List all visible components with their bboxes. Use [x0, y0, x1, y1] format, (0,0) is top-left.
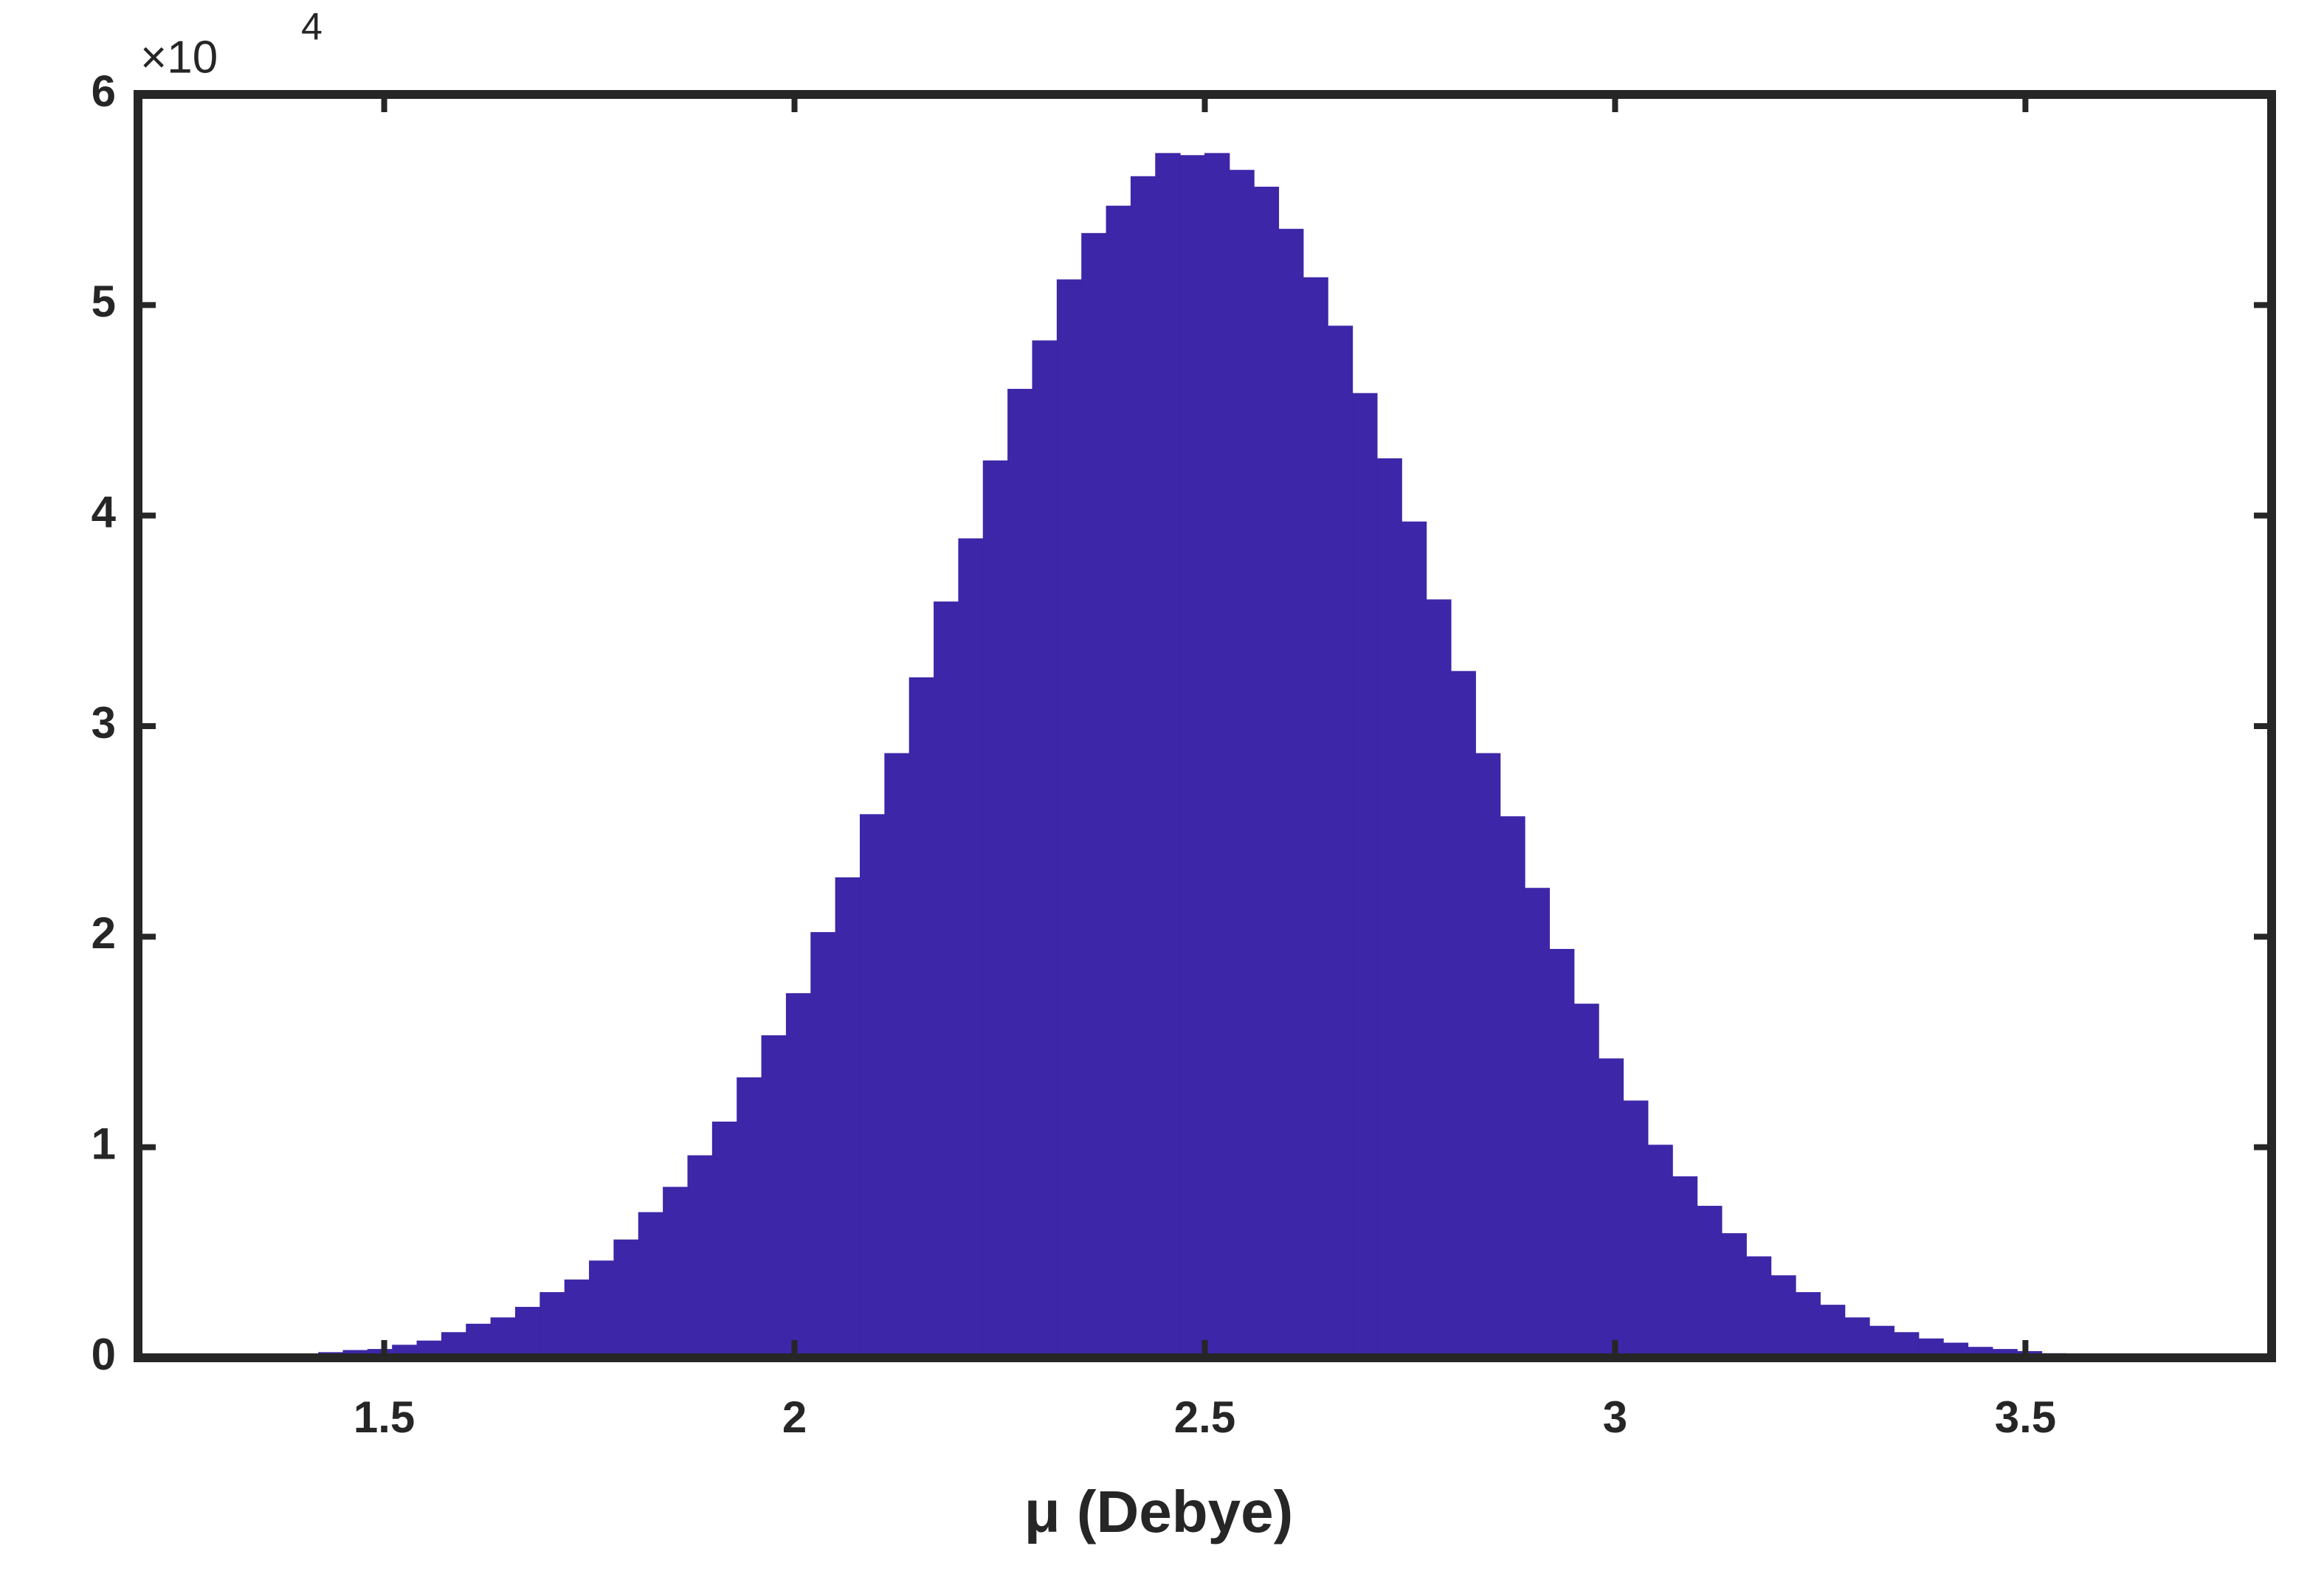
bar — [539, 1292, 565, 1359]
bar — [835, 877, 861, 1359]
bar — [1672, 1176, 1698, 1359]
y-tick-label: 3 — [92, 698, 116, 748]
bar — [1179, 155, 1206, 1359]
bar — [1327, 325, 1354, 1359]
bar — [1721, 1233, 1747, 1359]
bar — [1401, 521, 1427, 1359]
y-offset-base: ×10 — [140, 32, 218, 83]
bar — [466, 1323, 492, 1359]
bar — [1598, 1058, 1624, 1359]
bar — [1697, 1206, 1723, 1359]
y-tick-label: 0 — [92, 1330, 116, 1379]
bar — [711, 1121, 738, 1359]
y-tick-label: 2 — [92, 908, 116, 958]
bar — [1475, 753, 1501, 1359]
bar — [1869, 1325, 1895, 1359]
bar — [1573, 1004, 1599, 1359]
bar — [1007, 388, 1033, 1359]
bar — [1155, 153, 1181, 1359]
bar — [1426, 599, 1452, 1359]
bar — [663, 1187, 689, 1359]
bar — [490, 1317, 516, 1359]
bar — [1376, 458, 1402, 1359]
bar — [1352, 393, 1378, 1359]
bar — [1524, 888, 1551, 1359]
bar — [589, 1260, 615, 1359]
bar — [514, 1307, 541, 1359]
y-tick-label: 1 — [92, 1119, 116, 1169]
bar — [958, 538, 984, 1359]
bar — [1229, 170, 1255, 1359]
bar — [1819, 1305, 1846, 1359]
bar — [737, 1077, 762, 1359]
bar — [564, 1279, 590, 1359]
bar — [613, 1239, 639, 1359]
bar — [1032, 340, 1058, 1359]
bar — [638, 1212, 664, 1359]
bar — [1795, 1292, 1821, 1359]
bar — [1450, 671, 1476, 1359]
plot-frame — [134, 90, 2276, 1362]
x-tick-label: 3.5 — [1995, 1392, 2056, 1442]
bar — [1056, 279, 1083, 1359]
y-tick-label: 6 — [92, 66, 116, 116]
bar — [1204, 153, 1230, 1359]
bar — [1844, 1317, 1870, 1359]
bar — [687, 1155, 713, 1359]
bar — [1303, 277, 1328, 1359]
x-tick-label: 3 — [1603, 1392, 1627, 1442]
bar — [982, 460, 1009, 1359]
bar — [1081, 232, 1107, 1359]
bar — [884, 753, 910, 1359]
bar — [761, 1035, 787, 1359]
bar — [1623, 1100, 1649, 1359]
bar — [1106, 205, 1131, 1359]
x-tick-label: 2 — [782, 1392, 807, 1442]
bar — [1278, 229, 1304, 1359]
bar — [1647, 1145, 1673, 1359]
x-axis-label: μ (Debye) — [1024, 1479, 1294, 1544]
bar — [1549, 948, 1575, 1359]
x-tick-label: 2.5 — [1174, 1392, 1235, 1442]
bar — [1253, 187, 1280, 1359]
bar — [859, 814, 886, 1359]
bar — [1745, 1256, 1772, 1359]
y-tick-label: 5 — [92, 277, 116, 326]
bar — [785, 993, 812, 1359]
y-offset-exponent: 4 — [301, 6, 323, 49]
bar — [934, 601, 959, 1359]
bar — [1500, 816, 1525, 1359]
y-tick-label: 4 — [92, 488, 117, 537]
bar — [1130, 176, 1156, 1359]
bar — [1770, 1275, 1796, 1359]
bar — [810, 932, 836, 1359]
bar — [908, 677, 935, 1359]
x-tick-label: 1.5 — [354, 1392, 415, 1442]
